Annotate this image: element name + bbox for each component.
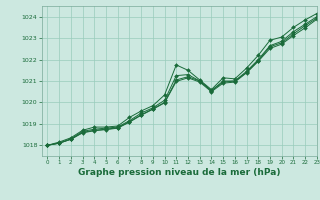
X-axis label: Graphe pression niveau de la mer (hPa): Graphe pression niveau de la mer (hPa)	[78, 168, 280, 177]
